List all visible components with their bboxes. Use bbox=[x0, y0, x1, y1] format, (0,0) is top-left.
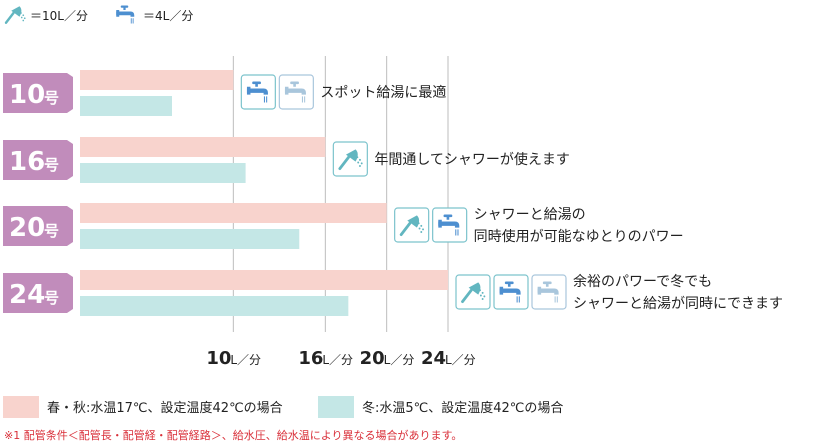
grade-unit: 号 bbox=[44, 289, 59, 307]
legend-swatch-winter bbox=[318, 396, 354, 418]
grade-tag-shape bbox=[3, 206, 73, 246]
bar-16-spring-autumn bbox=[80, 137, 326, 157]
legend-label-spring-autumn: 春・秋:水温17℃、設定温度42℃の場合 bbox=[47, 400, 283, 416]
bar-16-winter bbox=[80, 163, 246, 183]
x-tick-10: 10L／分 bbox=[206, 348, 261, 369]
shower-icon bbox=[4, 5, 27, 24]
grade-label-16: 16号 bbox=[3, 140, 73, 180]
bar-24-winter bbox=[80, 296, 349, 316]
annotation-10: スポット給湯に最適 bbox=[240, 74, 446, 110]
grade-number: 10 bbox=[9, 80, 45, 110]
grade-label-10: 10号 bbox=[3, 73, 73, 113]
grade-tag-shape bbox=[3, 140, 73, 180]
footnote: ※1 配管条件＜配管長・配管経・配管経路＞、給水圧、給水温により異なる場合があり… bbox=[4, 428, 462, 442]
icon-legend-faucet: ＝4L／分 bbox=[115, 5, 193, 24]
annotation-text: 年間通してシャワーが使えます bbox=[374, 151, 570, 168]
icon-legend: ＝10L／分 ＝4L／分 bbox=[4, 5, 193, 24]
annotation-text: スポット給湯に最適 bbox=[320, 84, 446, 101]
shower-icon-frame bbox=[394, 207, 430, 243]
x-tick-number: 20 bbox=[360, 348, 385, 369]
grade-label-20: 20号 bbox=[3, 206, 73, 246]
grade-number: 16 bbox=[9, 147, 45, 177]
x-tick-number: 24 bbox=[421, 348, 446, 369]
bars bbox=[80, 70, 448, 316]
grade-number: 20 bbox=[9, 213, 45, 243]
x-tick-number: 10 bbox=[206, 348, 231, 369]
x-tick-24: 24L／分 bbox=[421, 348, 476, 369]
bar-20-spring-autumn bbox=[80, 203, 387, 223]
grade-label-24: 24号 bbox=[3, 273, 73, 313]
x-tick-20: 20L／分 bbox=[360, 348, 415, 369]
x-tick-unit: L／分 bbox=[384, 353, 415, 367]
x-tick-16: 16L／分 bbox=[298, 348, 353, 369]
x-tick-unit: L／分 bbox=[230, 353, 261, 367]
shower-icon-frame bbox=[455, 274, 491, 310]
grade-tag-shape bbox=[3, 73, 73, 113]
annotation-text-line-1: シャワーと給湯の bbox=[474, 206, 586, 223]
shower-icon-frame bbox=[332, 141, 368, 177]
bar-10-winter bbox=[80, 96, 172, 116]
series-legend: 春・秋:水温17℃、設定温度42℃の場合 冬:水温5℃、設定温度42℃の場合 bbox=[3, 396, 563, 418]
grade-unit: 号 bbox=[44, 156, 59, 174]
legend-label-winter: 冬:水温5℃、設定温度42℃の場合 bbox=[362, 400, 563, 416]
annotation-16: 年間通してシャワーが使えます bbox=[332, 141, 570, 177]
grade-unit: 号 bbox=[44, 222, 59, 240]
annotation-text-line-2: 同時使用が可能なゆとりのパワー bbox=[474, 228, 684, 245]
annotations: スポット給湯に最適年間通してシャワーが使えますシャワーと給湯の同時使用が可能なゆ… bbox=[240, 74, 783, 312]
annotation-text-line-1: 余裕のパワーで冬でも bbox=[573, 273, 712, 290]
x-tick-unit: L／分 bbox=[322, 353, 353, 367]
bar-24-spring-autumn bbox=[80, 270, 448, 290]
bar-10-spring-autumn bbox=[80, 70, 234, 90]
faucet-icon bbox=[115, 5, 135, 24]
legend-swatch-spring-autumn bbox=[3, 396, 39, 418]
x-tick-labels: 10L／分 16L／分 20L／分 24L／分 bbox=[206, 348, 475, 369]
icon-legend-shower-label: ＝10L／分 bbox=[30, 9, 88, 23]
icon-legend-faucet-label: ＝4L／分 bbox=[143, 9, 193, 23]
grade-tag-shape bbox=[3, 273, 73, 313]
icon-legend-shower: ＝10L／分 bbox=[4, 5, 88, 24]
x-tick-unit: L／分 bbox=[445, 353, 476, 367]
x-tick-number: 16 bbox=[298, 348, 323, 369]
grade-unit: 号 bbox=[44, 89, 59, 107]
bar-20-winter bbox=[80, 229, 300, 249]
annotation-text-line-2: シャワーと給湯が同時にできます bbox=[573, 295, 783, 312]
grade-number: 24 bbox=[9, 280, 45, 310]
